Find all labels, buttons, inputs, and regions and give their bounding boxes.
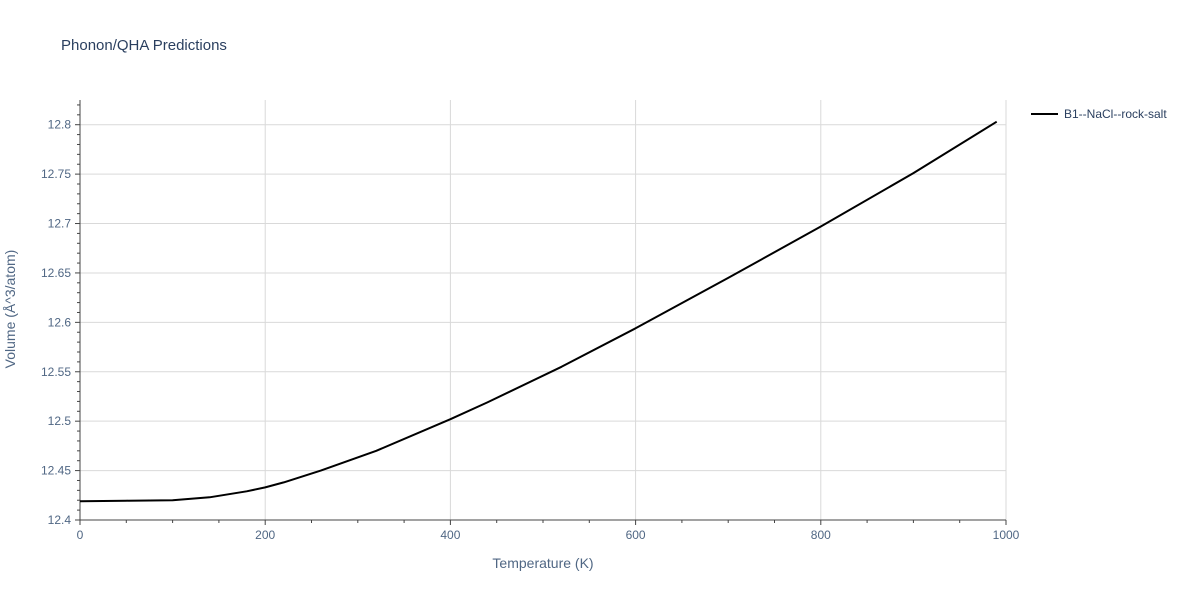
y-tick-label: 12.5 bbox=[48, 414, 72, 428]
x-tick-label: 400 bbox=[440, 528, 460, 542]
y-tick-label: 12.75 bbox=[41, 167, 71, 181]
x-tick-label: 1000 bbox=[993, 528, 1020, 542]
x-tick-label: 0 bbox=[77, 528, 84, 542]
legend[interactable]: B1--NaCl--rock-salt bbox=[1031, 107, 1167, 121]
y-axis-title: Volume (Å^3/atom) bbox=[2, 250, 18, 369]
axis-layer: 0 200 400 600 800 1000 12.4 12.45 12.5 12.55 12.6 1… bbox=[41, 100, 1020, 542]
x-tick-label: 800 bbox=[811, 528, 831, 542]
y-tick-label: 12.4 bbox=[48, 513, 72, 527]
y-tick-label: 12.6 bbox=[48, 315, 72, 329]
grid-layer bbox=[80, 100, 1007, 520]
series-line-0[interactable] bbox=[79, 120, 998, 503]
y-tick-label: 12.65 bbox=[41, 266, 71, 280]
x-tick-label: 600 bbox=[626, 528, 646, 542]
series-layer bbox=[79, 120, 998, 503]
y-tick-label: 12.7 bbox=[48, 217, 72, 231]
y-tick-label: 12.8 bbox=[48, 118, 72, 132]
legend-entry[interactable]: B1--NaCl--rock-salt bbox=[1064, 107, 1167, 121]
chart-title: Phonon/QHA Predictions bbox=[61, 37, 227, 54]
y-tick-label: 12.55 bbox=[41, 365, 71, 379]
x-tick-label: 200 bbox=[255, 528, 275, 542]
x-axis-title: Temperature (K) bbox=[492, 555, 593, 571]
y-tick-label: 12.45 bbox=[41, 464, 71, 478]
